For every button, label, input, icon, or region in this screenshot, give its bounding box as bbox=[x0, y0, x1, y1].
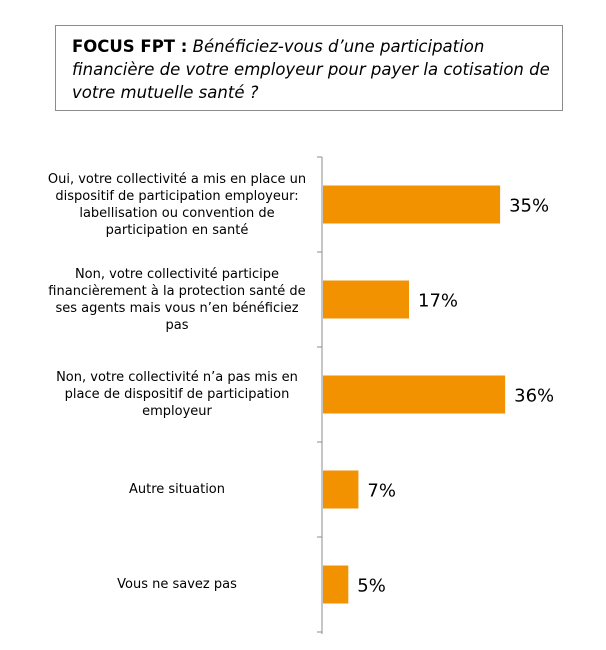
data-label: 7% bbox=[367, 481, 396, 502]
category-label: Vous ne savez pas bbox=[117, 577, 237, 592]
chart-title: Bénéficiez-vous d’une participation fina… bbox=[72, 37, 550, 102]
bar bbox=[323, 375, 506, 414]
data-label: 5% bbox=[357, 576, 386, 597]
data-label: 36% bbox=[514, 386, 554, 407]
title-prefix: FOCUS FPT : bbox=[72, 37, 188, 56]
category-label: Non, votre collectivité participe financ… bbox=[48, 266, 306, 333]
category-label: Oui, votre collectivité a mis en place u… bbox=[47, 171, 307, 238]
chart-title-box: FOCUS FPT : Bénéficiez-vous d’une partic… bbox=[55, 25, 563, 111]
bar bbox=[323, 185, 501, 224]
data-label: 17% bbox=[418, 291, 458, 312]
category-label: Autre situation bbox=[128, 482, 225, 497]
bar bbox=[323, 280, 410, 319]
bar bbox=[323, 565, 349, 604]
bar bbox=[323, 470, 359, 509]
data-label: 35% bbox=[509, 196, 549, 217]
category-label: Non, votre collectivité n’a pas mis en p… bbox=[56, 370, 298, 419]
